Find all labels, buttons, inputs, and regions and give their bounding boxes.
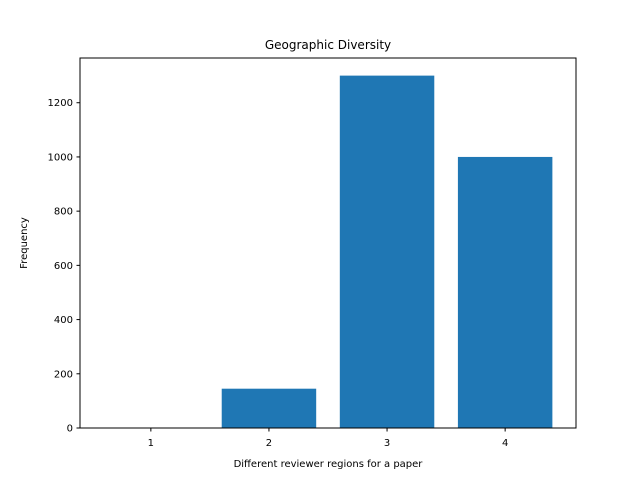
y-tick-label: 600 xyxy=(54,261,73,272)
y-tick-label: 1200 xyxy=(48,98,73,109)
x-tick-label: 4 xyxy=(502,438,508,449)
bar-2 xyxy=(221,388,317,428)
x-axis-label: Different reviewer regions for a paper xyxy=(234,459,424,470)
y-axis-label: Frequency xyxy=(19,217,30,269)
x-ticks-group: 1 2 3 4 xyxy=(148,428,508,449)
x-tick-label: 3 xyxy=(384,438,390,449)
x-tick-label: 2 xyxy=(266,438,272,449)
x-tick-label: 1 xyxy=(148,438,154,449)
bar-4 xyxy=(457,156,553,428)
bars-group xyxy=(221,75,553,428)
y-tick-label: 1000 xyxy=(48,152,73,163)
y-ticks-group: 0 200 400 600 800 1000 1200 xyxy=(48,98,80,435)
y-tick-label: 400 xyxy=(54,315,73,326)
plot-frame xyxy=(79,57,577,429)
y-tick-label: 0 xyxy=(67,424,73,435)
chart-title: Geographic Diversity xyxy=(265,38,391,52)
bar-3 xyxy=(339,75,435,428)
y-tick-label: 800 xyxy=(54,207,73,218)
y-tick-label: 200 xyxy=(54,369,73,380)
